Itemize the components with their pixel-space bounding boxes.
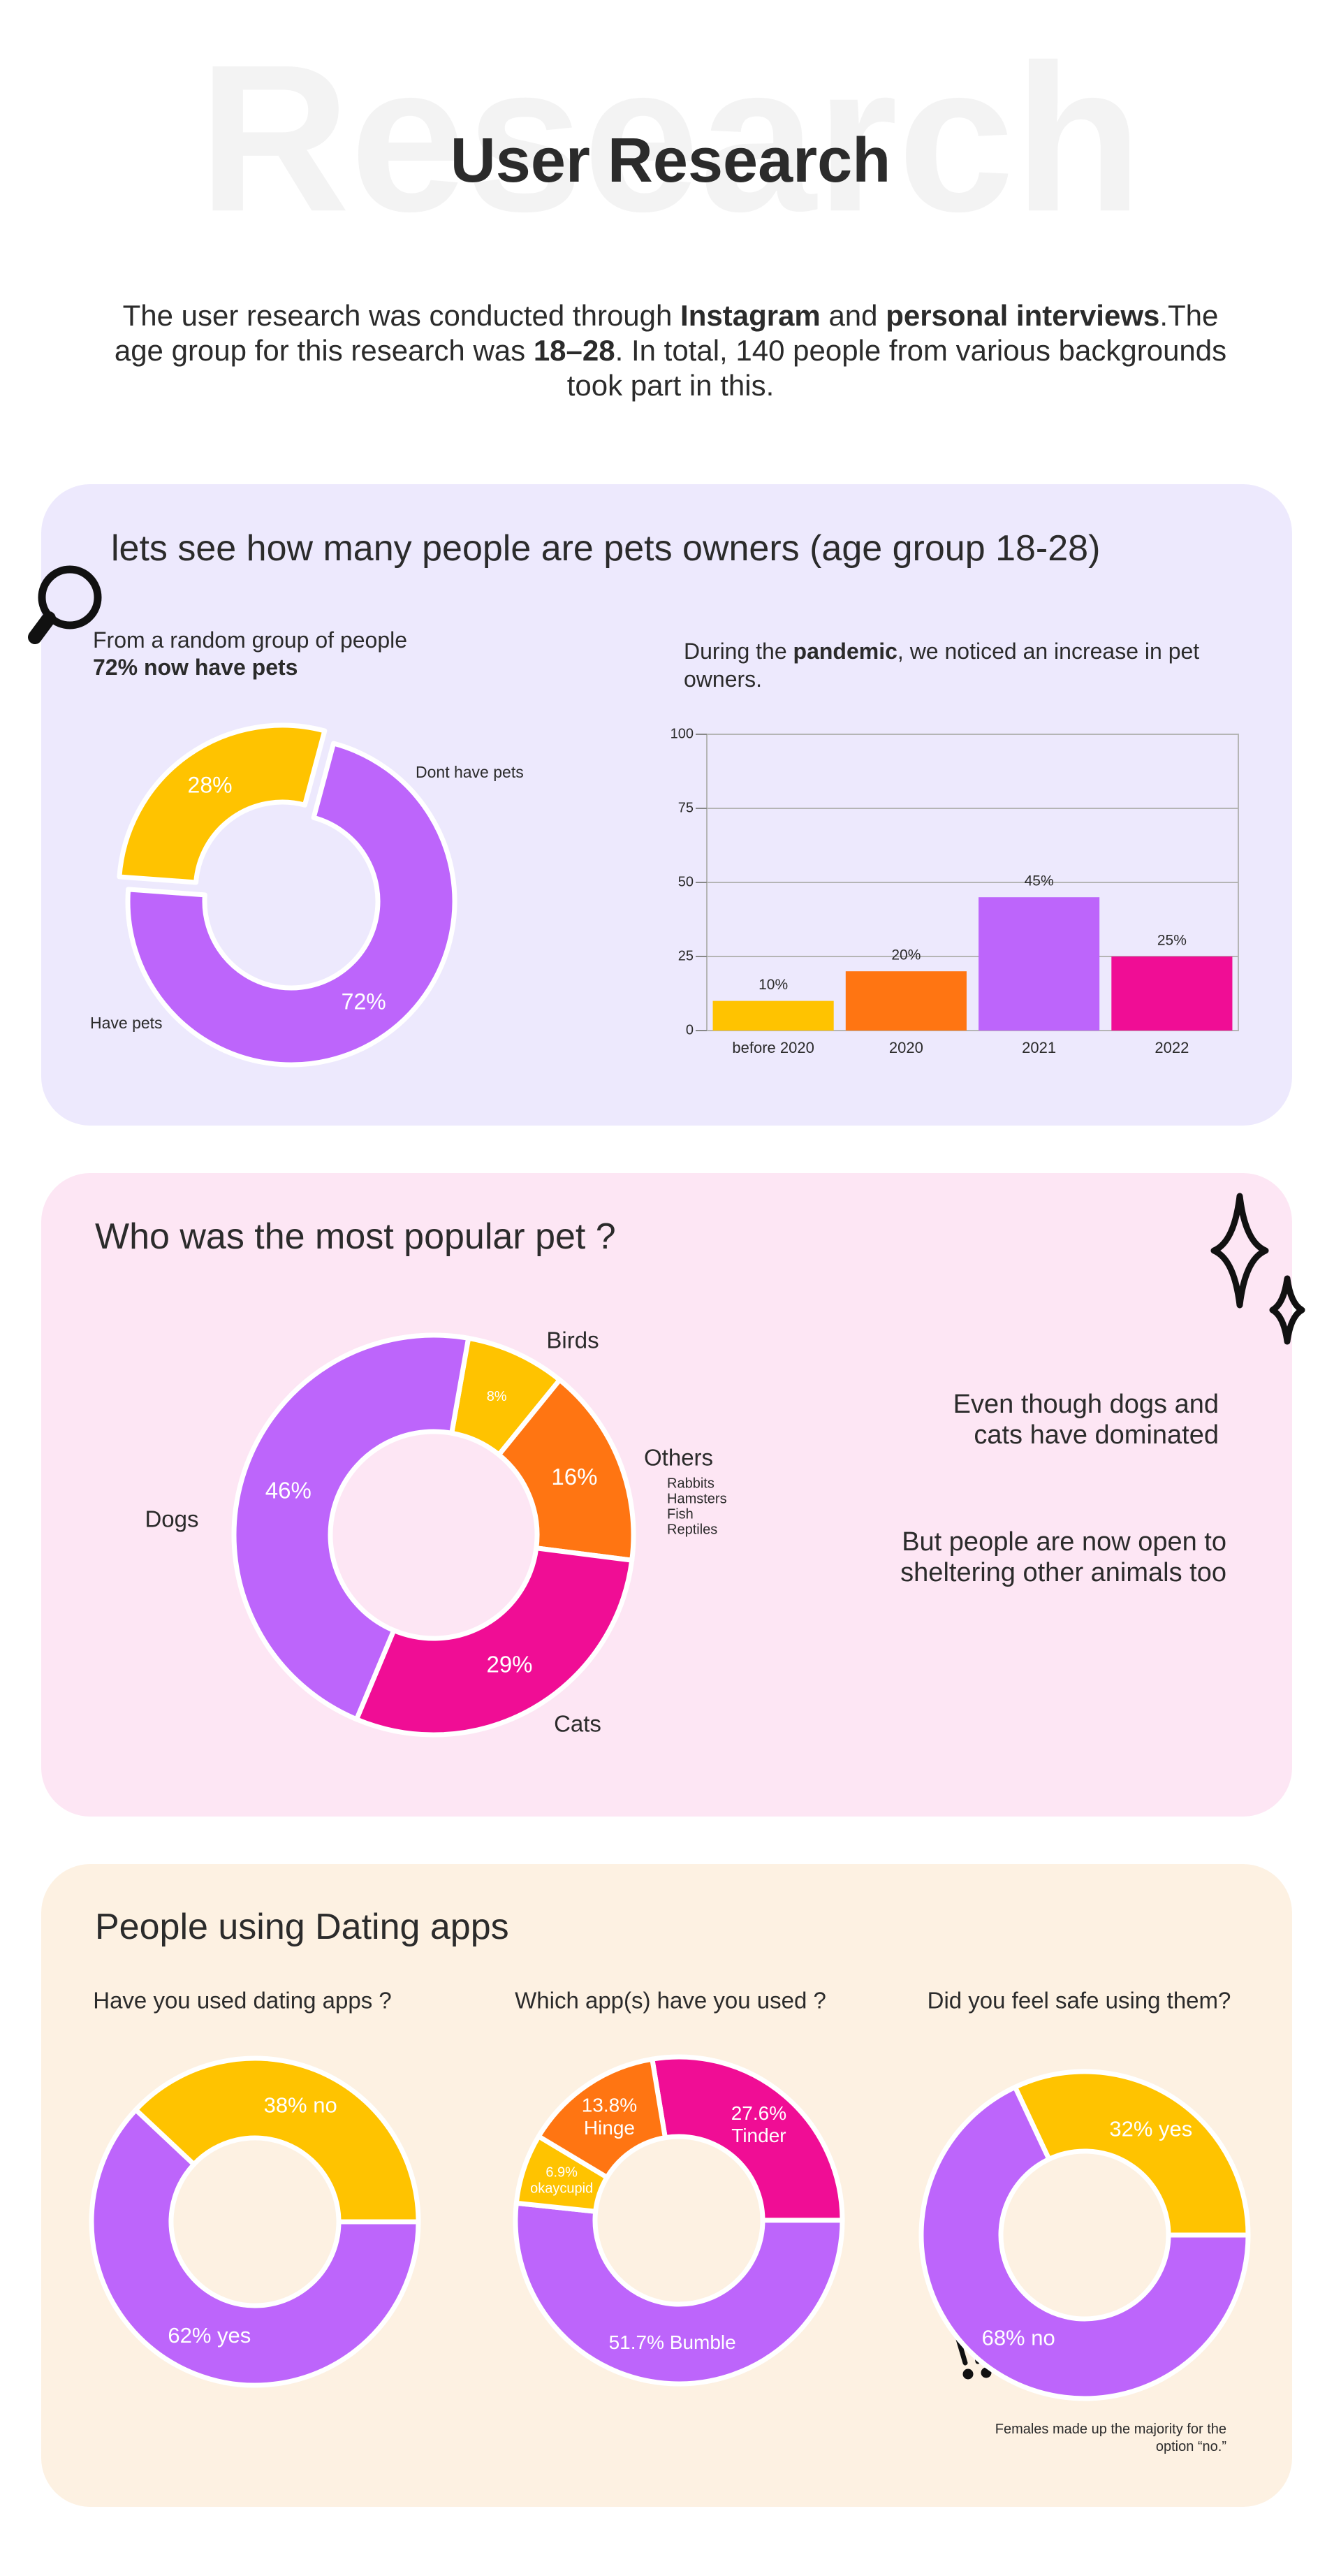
bold-text: 18–28 xyxy=(533,334,615,367)
aside-paragraph: During the pandemic, we noticed an incre… xyxy=(684,637,1236,693)
bar xyxy=(712,1000,834,1031)
category-label: Others xyxy=(644,1445,713,1471)
category-label: Have pets xyxy=(90,1014,163,1032)
y-tick-label: 75 xyxy=(678,800,694,815)
magnifier-icon xyxy=(28,565,102,644)
text: The user research was conducted through xyxy=(122,299,681,332)
slice xyxy=(918,2084,1251,2401)
value-label: 29% xyxy=(486,1652,532,1678)
detail-label: Reptiles xyxy=(667,1522,717,1537)
value-label: 6.9% okaycupid xyxy=(530,2165,593,2197)
section-heading: lets see how many people are pets owners… xyxy=(111,528,1101,569)
y-tick-label: 100 xyxy=(670,726,694,741)
bar xyxy=(1111,956,1233,1031)
slice xyxy=(89,2107,421,2388)
bar xyxy=(979,897,1100,1031)
category-label: Dont have pets xyxy=(416,763,524,781)
detail-label: Hamsters xyxy=(667,1491,727,1506)
x-tick-label: 2020 xyxy=(889,1039,923,1056)
chart-title: Have you used dating apps ? xyxy=(93,1988,391,2014)
value-label: 20% xyxy=(891,947,921,963)
category-label: Cats xyxy=(554,1711,601,1737)
value-label: 10% xyxy=(759,977,788,993)
chart-note: Females made up the majority for the opt… xyxy=(995,2422,1226,2454)
value-label: 38% no xyxy=(264,2093,337,2118)
slice xyxy=(231,1332,471,1722)
slice xyxy=(513,2200,845,2387)
text: , we noticed an increase in pet owners. xyxy=(684,639,1200,692)
value-label: 68% no xyxy=(982,2326,1055,2350)
text: .The age group for this research was xyxy=(114,299,1219,367)
bar xyxy=(845,971,967,1031)
slice xyxy=(496,1377,636,1563)
value-label: 25% xyxy=(1157,933,1187,949)
text: During the xyxy=(684,639,793,664)
y-tick-label: 50 xyxy=(678,874,694,889)
value-label: 32% yes xyxy=(1109,2117,1192,2141)
category-label: Birds xyxy=(546,1327,599,1353)
slice xyxy=(125,741,457,1068)
lead-text: From a random group of people xyxy=(93,627,408,653)
section-dating-apps xyxy=(41,1864,1292,2507)
intro-paragraph: The user research was conducted through … xyxy=(112,298,1229,403)
value-label: 46% xyxy=(265,1478,312,1504)
x-tick-label: 2022 xyxy=(1155,1039,1189,1056)
y-tick-label: 25 xyxy=(678,948,694,963)
value-label: 51.7% Bumble xyxy=(609,2331,736,2353)
note: But people are now open to sheltering ot… xyxy=(900,1527,1226,1587)
detail-label: Fish xyxy=(667,1506,694,1522)
section-heading: People using Dating apps xyxy=(95,1907,509,1947)
value-label: 27.6% Tinder xyxy=(731,2102,786,2146)
bold-text: pandemic xyxy=(793,639,897,664)
section-heading: Who was the most popular pet ? xyxy=(95,1216,616,1257)
value-label: 16% xyxy=(551,1464,597,1490)
text: and xyxy=(820,299,886,332)
x-tick-label: 2021 xyxy=(1022,1039,1056,1056)
slice xyxy=(650,2054,845,2223)
bold-text: Instagram xyxy=(680,299,821,332)
y-tick-label: 0 xyxy=(686,1022,694,1038)
lead-highlight: 72% now have pets xyxy=(93,655,298,680)
note: Even though dogs and cats have dominated xyxy=(953,1390,1219,1450)
chart-title: Which app(s) have you used ? xyxy=(515,1988,826,2014)
page-title: User Research xyxy=(450,126,891,196)
x-tick-label: before 2020 xyxy=(732,1039,814,1056)
bold-text: personal interviews xyxy=(886,299,1160,332)
value-label: 28% xyxy=(188,773,233,798)
sparkle-icon xyxy=(1210,1193,1305,1345)
value-label: 72% xyxy=(342,989,386,1014)
chart-title: Did you feel safe using them? xyxy=(928,1988,1231,2014)
value-label: 45% xyxy=(1025,873,1054,889)
value-label: 13.8% Hinge xyxy=(582,2095,637,2139)
slice xyxy=(536,2056,668,2180)
detail-label: Rabbits xyxy=(667,1476,715,1491)
slice xyxy=(1012,2069,1251,2238)
slice xyxy=(133,2055,421,2225)
slice xyxy=(354,1545,635,1738)
text: . In total, 140 people from various back… xyxy=(566,334,1227,402)
value-label: 8% xyxy=(487,1389,507,1404)
value-label: 62% yes xyxy=(168,2323,251,2348)
watermark: Research xyxy=(199,20,1143,255)
category-label: Dogs xyxy=(145,1506,198,1532)
slice xyxy=(117,722,328,885)
